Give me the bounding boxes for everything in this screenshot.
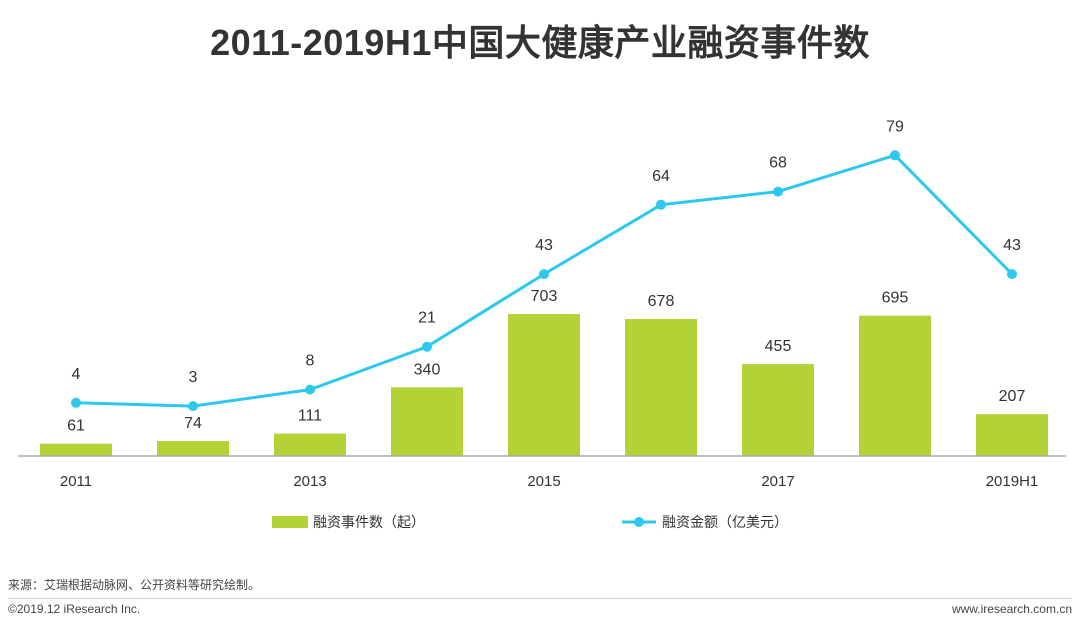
line-point-2016 xyxy=(656,199,666,210)
line-point-2015 xyxy=(539,269,549,280)
bar-2016 xyxy=(625,319,697,456)
bar-value-labels: 61 74 111 340 703 678 455 695 207 xyxy=(67,288,1025,435)
line-point-2017 xyxy=(773,186,783,197)
x-tick-2013: 2013 xyxy=(293,473,326,490)
line-point-2019H1 xyxy=(1007,269,1017,280)
x-tick-labels: 2011 2013 2015 2017 2019H1 xyxy=(60,473,1038,490)
line-label-2012: 3 xyxy=(189,369,198,386)
line-label-2011: 4 xyxy=(72,366,81,383)
line-label-2019H1: 43 xyxy=(1003,237,1021,254)
legend-label-bar: 融资事件数（起） xyxy=(313,514,425,530)
line-point-2014 xyxy=(422,341,432,352)
bar-2015 xyxy=(508,314,580,456)
legend-swatch-marker xyxy=(634,517,644,527)
bar-label-2017: 455 xyxy=(765,338,792,355)
footer-divider xyxy=(8,598,1072,599)
x-tick-2019H1: 2019H1 xyxy=(986,473,1039,490)
line-label-2014: 21 xyxy=(418,310,436,327)
bar-label-2016: 678 xyxy=(648,293,675,310)
bar-label-2011: 61 xyxy=(67,418,85,435)
line-point-2011 xyxy=(71,397,81,408)
line-series xyxy=(71,150,1017,412)
line-label-2016: 64 xyxy=(652,168,670,185)
source-note: 来源：艾瑞根据动脉网、公开资料等研究绘制。 xyxy=(8,578,261,592)
website-text: www.iresearch.com.cn xyxy=(951,602,1072,616)
bar-2018 xyxy=(859,315,931,456)
x-tick-2015: 2015 xyxy=(527,473,560,490)
bar-label-2014: 340 xyxy=(414,361,441,378)
x-tick-2011: 2011 xyxy=(60,473,92,490)
legend-label-line: 融资金额（亿美元） xyxy=(662,514,788,530)
line-point-2018 xyxy=(890,150,900,161)
bar-series xyxy=(40,314,1048,456)
bar-2019H1 xyxy=(976,414,1048,456)
bar-label-2012: 74 xyxy=(184,415,202,432)
copyright-text: ©2019.12 iResearch Inc. xyxy=(8,602,141,616)
bar-label-2013: 111 xyxy=(298,408,322,425)
line-point-2013 xyxy=(305,384,315,395)
legend-swatch-bar xyxy=(272,516,308,528)
x-tick-2017: 2017 xyxy=(761,473,794,490)
bar-2011 xyxy=(40,443,112,456)
bar-label-2019H1: 207 xyxy=(999,388,1026,405)
line-label-2017: 68 xyxy=(769,155,787,172)
chart-title: 2011-2019H1中国大健康产业融资事件数 xyxy=(210,22,870,63)
bar-2013 xyxy=(274,433,346,456)
bar-label-2018: 695 xyxy=(882,290,909,307)
bar-2017 xyxy=(742,364,814,456)
line-point-2012 xyxy=(188,401,198,412)
bar-2012 xyxy=(157,441,229,456)
bar-2014 xyxy=(391,387,463,456)
bar-label-2015: 703 xyxy=(531,288,558,305)
legend: 融资事件数（起） 融资金额（亿美元） xyxy=(272,514,788,530)
line-label-2015: 43 xyxy=(535,237,553,254)
line-label-2018: 79 xyxy=(886,118,904,135)
line-label-2013: 8 xyxy=(306,353,315,370)
